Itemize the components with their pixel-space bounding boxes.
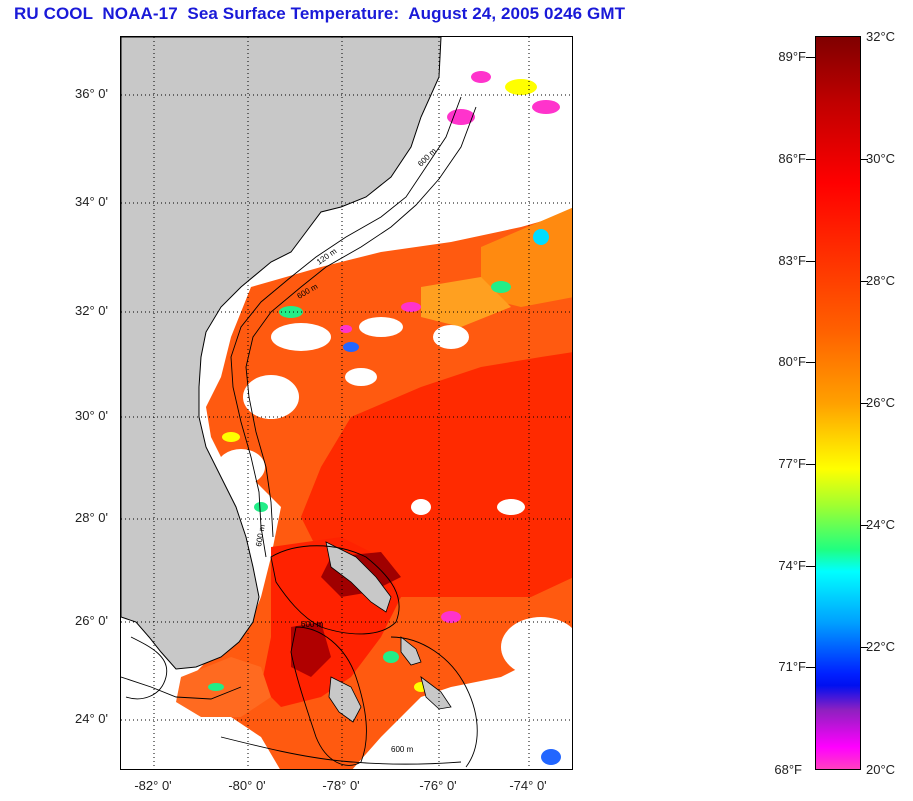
longitude-label-78: -78° 0' (322, 778, 360, 793)
celsius-tick (860, 159, 868, 160)
latitude-label-26: 26° 0' (75, 613, 108, 628)
fahrenheit-tick (806, 667, 816, 668)
celsius-label-20: 20°C (866, 762, 896, 777)
fahrenheit-label-80: 80°F (778, 354, 806, 369)
depth-contours (121, 96, 478, 768)
fahrenheit-label-86: 86°F (778, 151, 806, 166)
fahrenheit-tick (806, 159, 816, 160)
fahrenheit-label-68: 68°F (774, 762, 802, 777)
longitude-label-82: -82° 0' (134, 778, 172, 793)
fahrenheit-tick (806, 464, 816, 465)
celsius-label-30: 30°C (866, 151, 896, 166)
celsius-tick (860, 525, 868, 526)
islands (325, 541, 452, 723)
fahrenheit-tick (806, 261, 816, 262)
sst-map-canvas: 120 m 600 m 600 m 600 m 600 m 600 m (121, 37, 572, 769)
celsius-label-22: 22°C (866, 639, 896, 654)
cloud-patches (217, 317, 572, 757)
longitude-label-74: -74° 0' (509, 778, 547, 793)
celsius-label-32: 32°C (866, 29, 896, 44)
latitude-label-24: 24° 0' (75, 711, 108, 726)
fahrenheit-label-89: 89°F (778, 49, 806, 64)
contour-label: 600 m (391, 745, 414, 754)
temperature-colorbar (815, 36, 861, 770)
fahrenheit-label-74: 74°F (778, 558, 806, 573)
contour-label: 600 m (254, 524, 267, 548)
latitude-label-34: 34° 0' (75, 194, 108, 209)
latitude-label-28: 28° 0' (75, 510, 108, 525)
latitude-label-32: 32° 0' (75, 303, 108, 318)
celsius-label-28: 28°C (866, 273, 896, 288)
celsius-tick (860, 281, 868, 282)
celsius-label-24: 24°C (866, 517, 896, 532)
latitude-label-30: 30° 0' (75, 408, 108, 423)
sst-map: 120 m 600 m 600 m 600 m 600 m 600 m (120, 36, 573, 770)
latitude-label-36: 36° 0' (75, 86, 108, 101)
map-title: RU COOL NOAA-17 Sea Surface Temperature:… (14, 4, 626, 23)
celsius-tick (860, 647, 868, 648)
fahrenheit-label-71: 71°F (778, 659, 806, 674)
celsius-tick (860, 403, 868, 404)
fahrenheit-tick (806, 566, 816, 567)
fahrenheit-tick (806, 362, 816, 363)
fahrenheit-label-83: 83°F (778, 253, 806, 268)
longitude-label-80: -80° 0' (228, 778, 266, 793)
celsius-label-26: 26°C (866, 395, 896, 410)
land-mass (121, 37, 442, 670)
fahrenheit-tick (806, 57, 816, 58)
contour-label: 600 m (301, 620, 324, 629)
longitude-label-76: -76° 0' (419, 778, 457, 793)
fahrenheit-label-77: 77°F (778, 456, 806, 471)
